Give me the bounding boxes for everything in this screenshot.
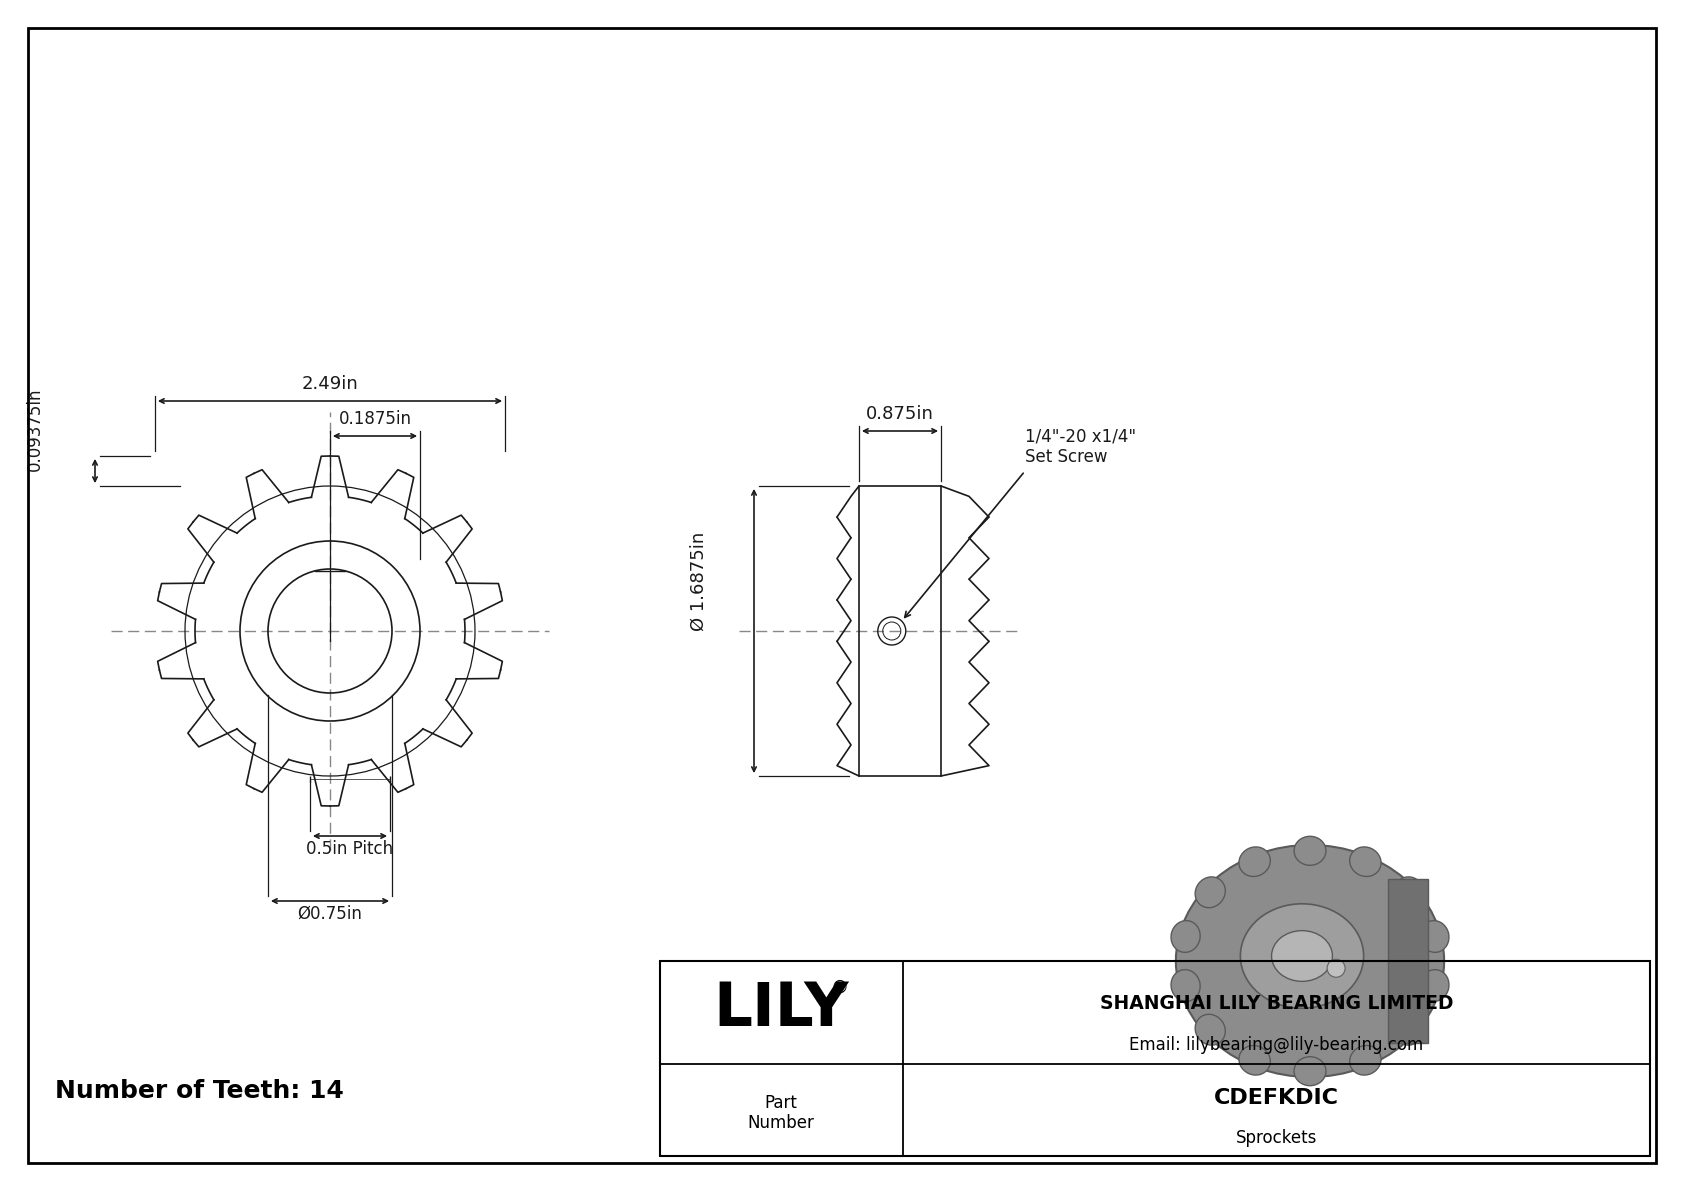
Text: CDEFKDIC: CDEFKDIC [1214, 1087, 1339, 1108]
Text: Number of Teeth: 14: Number of Teeth: 14 [56, 1079, 344, 1103]
Text: Sprockets: Sprockets [1236, 1129, 1317, 1147]
Ellipse shape [1239, 1046, 1270, 1075]
Ellipse shape [1196, 1015, 1226, 1046]
Ellipse shape [1293, 1056, 1325, 1086]
Ellipse shape [1241, 904, 1364, 1009]
Ellipse shape [1293, 836, 1325, 866]
Ellipse shape [1420, 921, 1448, 953]
Ellipse shape [1239, 847, 1270, 877]
FancyBboxPatch shape [1388, 879, 1428, 1043]
Text: ®: ® [830, 979, 849, 997]
Bar [859, 486, 941, 777]
Circle shape [1327, 959, 1346, 978]
Text: 0.875in: 0.875in [866, 405, 935, 423]
Ellipse shape [1170, 969, 1201, 1002]
Bar [660, 961, 1650, 1156]
Ellipse shape [1196, 877, 1226, 908]
Ellipse shape [1349, 847, 1381, 877]
Ellipse shape [1420, 969, 1448, 1002]
Ellipse shape [1170, 921, 1201, 953]
Ellipse shape [1349, 1046, 1381, 1075]
Text: LILY: LILY [714, 980, 849, 1040]
Text: Part
Number: Part Number [748, 1093, 815, 1133]
Text: Ø 1.6875in: Ø 1.6875in [690, 531, 707, 631]
Text: Ø0.75in: Ø0.75in [298, 905, 362, 923]
Text: 0.1875in: 0.1875in [338, 410, 411, 428]
Ellipse shape [1394, 1015, 1425, 1046]
Ellipse shape [1175, 844, 1445, 1077]
Text: Email: lilybearing@lily-bearing.com: Email: lilybearing@lily-bearing.com [1130, 1036, 1423, 1054]
Text: 2.49in: 2.49in [301, 375, 359, 393]
Text: 1/4"-20 x1/4"
Set Screw: 1/4"-20 x1/4" Set Screw [1026, 428, 1137, 466]
Text: 0.5in Pitch: 0.5in Pitch [306, 840, 394, 858]
Ellipse shape [1271, 930, 1332, 981]
Text: SHANGHAI LILY BEARING LIMITED: SHANGHAI LILY BEARING LIMITED [1100, 994, 1453, 1014]
Ellipse shape [1394, 877, 1425, 908]
Text: 0.09375in: 0.09375in [25, 387, 44, 470]
